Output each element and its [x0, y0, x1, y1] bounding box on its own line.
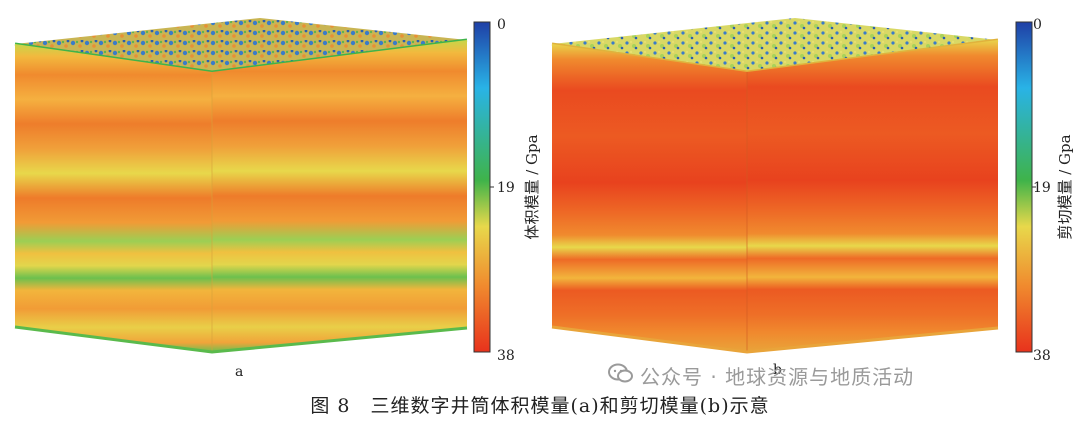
colorbar-a-tick-38: 38	[497, 348, 515, 364]
colorbar-a-tick-19: 19	[497, 180, 515, 196]
colorbar-b-tick-19: 19	[1033, 180, 1051, 196]
cube-right-face	[212, 40, 467, 352]
panel-a-label: a	[235, 364, 244, 380]
colorbar-b-tick-38: 38	[1033, 348, 1051, 364]
colorbar-a	[473, 21, 491, 353]
panel-b: 0 19 38 剪切模量 / Gpa b	[540, 0, 1080, 390]
colorbar-b	[1015, 21, 1033, 353]
wechat-icon	[608, 363, 633, 383]
cube-left-face	[552, 44, 747, 352]
colorbar-b-tick-0: 0	[1033, 17, 1042, 33]
panel-b-cube: 0 19 38 剪切模量 / Gpa	[551, 17, 1074, 364]
panel-a: 0 19 38 体积模量 / Gpa a	[0, 0, 541, 390]
figure-caption: 图 8 三维数字井筒体积模量(a)和剪切模量(b)示意	[310, 395, 770, 417]
colorbar-b-axis-label: 剪切模量 / Gpa	[1056, 134, 1074, 239]
colorbar-a-axis-label: 体积模量 / Gpa	[523, 134, 540, 239]
watermark-text: 公众号 · 地球资源与地质活动	[640, 365, 915, 389]
cube-right-face	[747, 40, 998, 352]
panel-b-label: b	[773, 362, 782, 378]
colorbar-a-tick-0: 0	[497, 17, 506, 33]
panel-a-cube: 0 19 38 体积模量 / Gpa	[14, 17, 541, 364]
cube-left-face	[15, 44, 212, 352]
cube-top-face	[15, 18, 467, 72]
